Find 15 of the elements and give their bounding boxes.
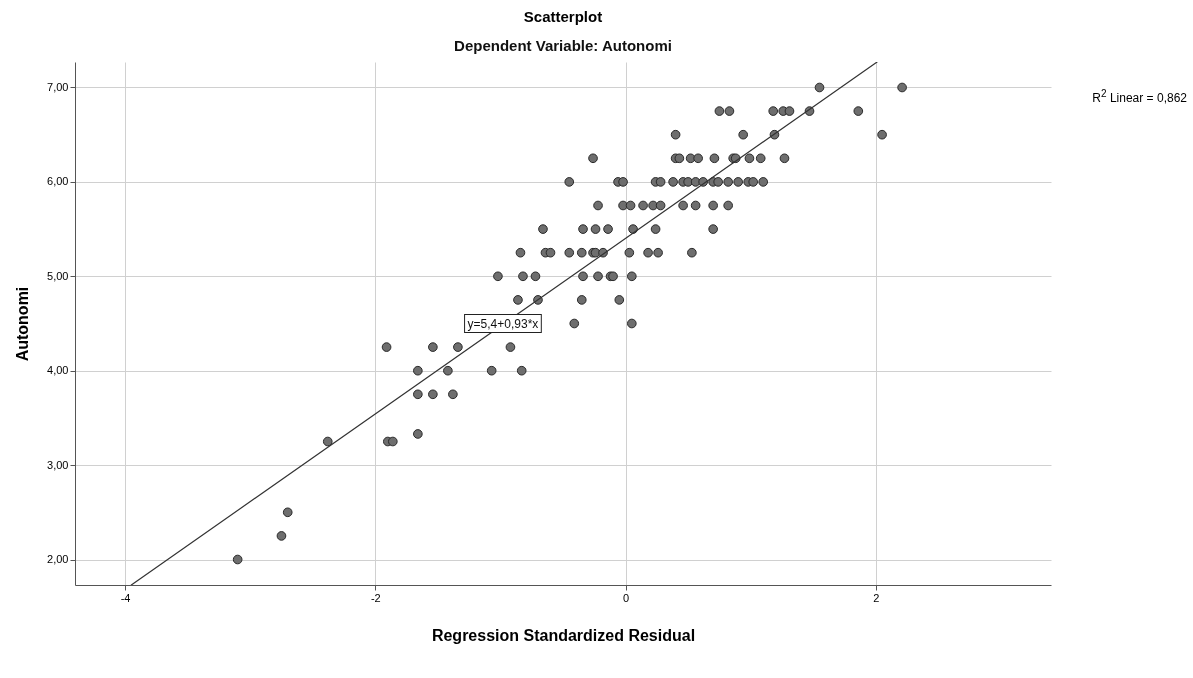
chart-subtitle: Dependent Variable: Autonomi — [454, 37, 672, 54]
chart-title: Scatterplot — [523, 8, 603, 25]
x-tick-label: -2 — [370, 591, 381, 604]
y-tick-label: 4,00 — [47, 364, 69, 377]
y-tick-label: 6,00 — [47, 175, 69, 188]
x-axis-title: Regression Standardized Residual — [431, 626, 696, 644]
y-tick-label: 5,00 — [47, 269, 69, 282]
x-tick-label: 2 — [873, 591, 880, 604]
y-tick-label: 3,00 — [47, 458, 69, 471]
x-tick-label: 0 — [623, 591, 630, 604]
x-tick-label: -4 — [120, 591, 131, 604]
y-tick-label: 2,00 — [47, 553, 69, 566]
y-axis-title: Autonomi — [14, 286, 32, 362]
text: R$^{2}$ Linear = 0,862 — [1092, 88, 1187, 105]
y-tick-label: 7,00 — [47, 80, 69, 93]
